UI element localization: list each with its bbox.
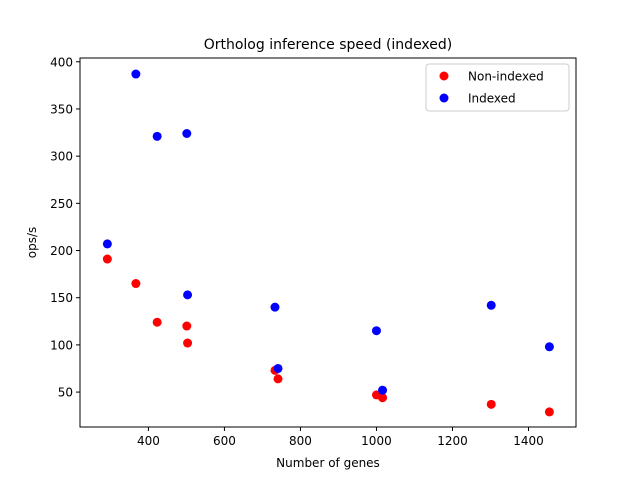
data-point — [182, 128, 192, 138]
data-point — [183, 338, 193, 348]
data-point — [152, 317, 162, 327]
y-tick-label: 300 — [50, 150, 73, 164]
legend-label: Non-indexed — [468, 70, 544, 84]
x-tick-label: 1200 — [437, 434, 468, 448]
plot-frame — [79, 57, 577, 428]
y-axis-label: ops/s — [25, 227, 39, 259]
data-point — [544, 407, 554, 417]
x-axis: 400 600 800 1000 1200 1400 — [137, 427, 544, 448]
y-tick-label: 350 — [50, 102, 73, 116]
x-axis-label: Number of genes — [276, 456, 380, 470]
y-tick-label: 150 — [50, 291, 73, 305]
y-tick-label: 250 — [50, 197, 73, 211]
data-point — [371, 326, 381, 336]
x-tick-label: 800 — [289, 434, 312, 448]
x-tick-label: 400 — [137, 434, 160, 448]
legend: Non-indexed Indexed — [425, 63, 570, 112]
y-tick-label: 50 — [58, 386, 73, 400]
data-point — [182, 321, 192, 331]
data-point — [486, 300, 496, 310]
legend-box — [425, 63, 570, 112]
data-point — [131, 69, 141, 79]
data-point — [273, 363, 283, 373]
y-axis: 50 100 150 200 250 300 350 400 — [50, 55, 80, 400]
data-point — [183, 290, 193, 300]
data-point — [378, 385, 388, 395]
x-tick-label: 600 — [213, 434, 236, 448]
data-point — [273, 374, 283, 384]
x-tick-label: 1000 — [361, 434, 392, 448]
y-tick-label: 400 — [50, 55, 73, 69]
data-point — [102, 239, 112, 249]
y-tick-label: 100 — [50, 338, 73, 352]
data-point — [544, 342, 554, 352]
points-layer — [102, 69, 554, 417]
legend-marker — [439, 93, 449, 103]
chart-title: Ortholog inference speed (indexed) — [204, 37, 453, 53]
data-point — [131, 279, 141, 289]
legend-marker — [439, 71, 449, 81]
x-tick-label: 1400 — [513, 434, 544, 448]
data-point — [270, 302, 280, 312]
data-point — [486, 399, 496, 409]
data-point — [152, 131, 162, 141]
y-tick-label: 200 — [50, 244, 73, 258]
data-point — [378, 393, 388, 403]
data-point — [102, 254, 112, 264]
legend-label: Indexed — [468, 92, 516, 106]
